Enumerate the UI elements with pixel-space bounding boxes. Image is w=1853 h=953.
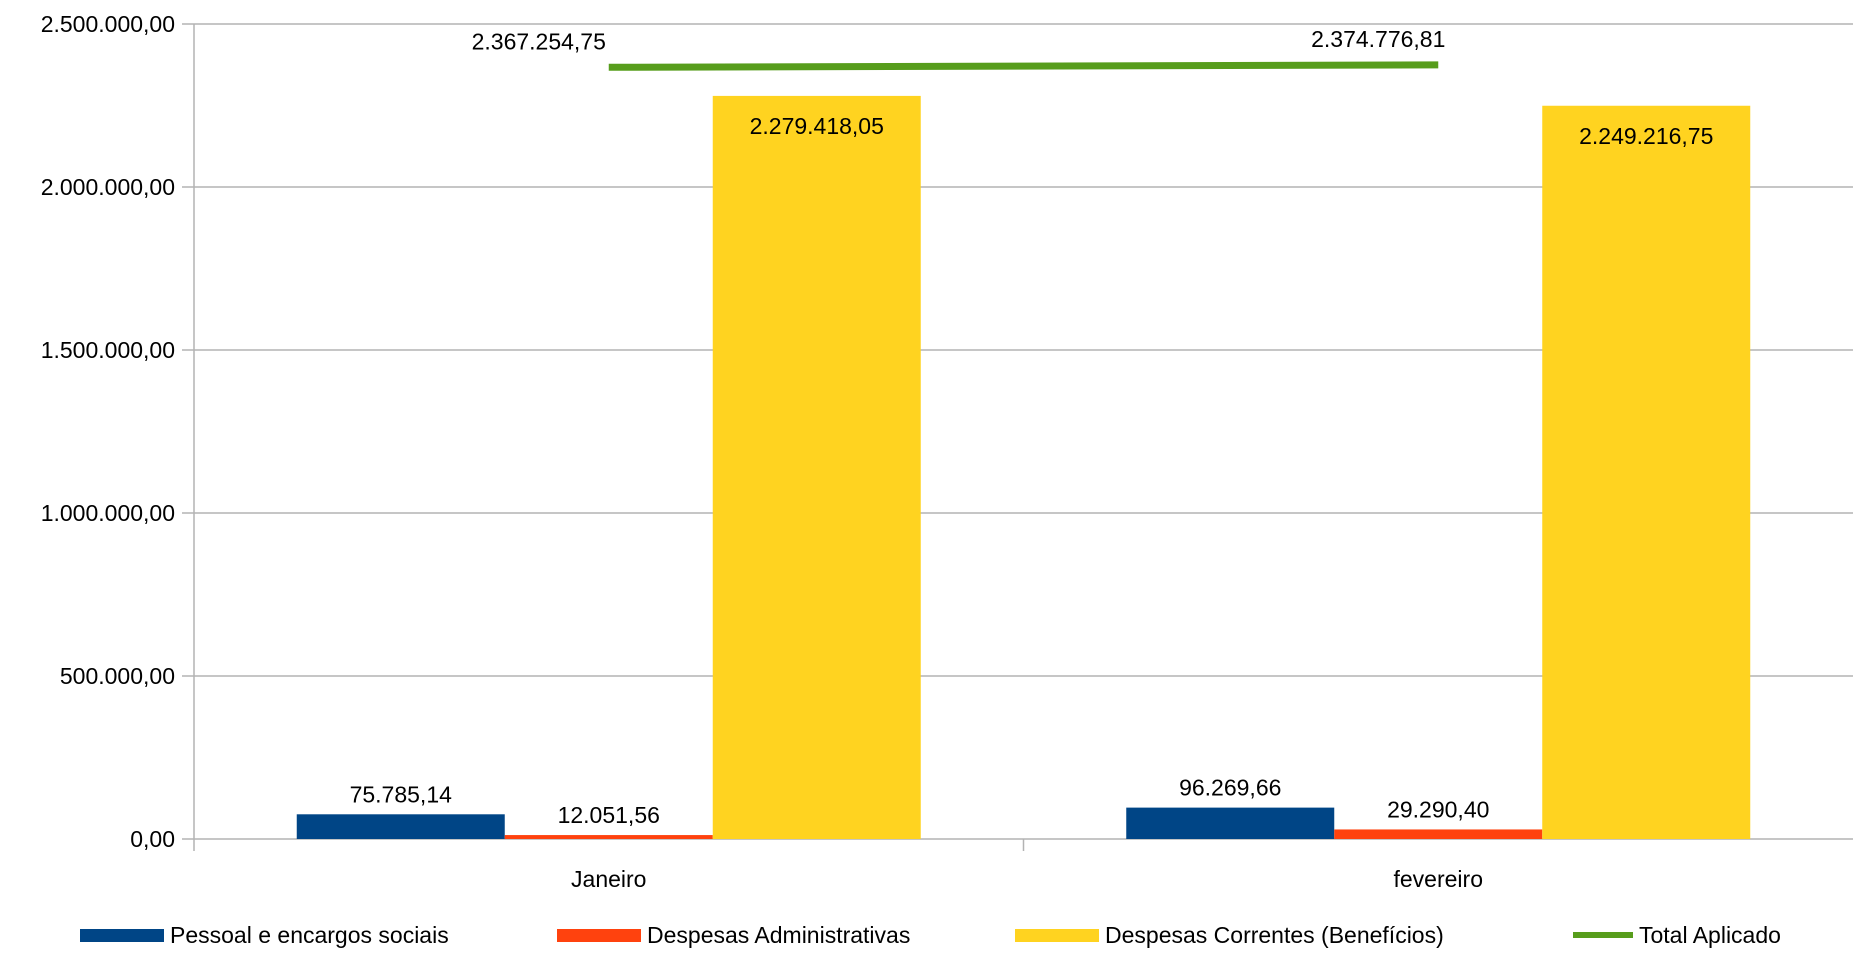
bar-data-label: 29.290,40 — [1387, 796, 1489, 822]
y-tick-label: 2.500.000,00 — [41, 11, 175, 37]
x-tick-label: Janeiro — [571, 866, 646, 892]
bar-data-label: 12.051,56 — [558, 802, 660, 828]
y-tick-label: 0,00 — [130, 826, 175, 852]
y-tick-label: 2.000.000,00 — [41, 174, 175, 200]
line-series — [608, 61, 1439, 71]
legend-swatch-total — [1573, 932, 1633, 938]
legend: Pessoal e encargos sociais Despesas Admi… — [0, 920, 1853, 950]
bars — [296, 95, 1751, 839]
bar — [1334, 829, 1543, 839]
bar — [1542, 105, 1751, 839]
bar — [712, 95, 921, 839]
x-tick-label: fevereiro — [1394, 866, 1483, 892]
legend-label-pessoal: Pessoal e encargos sociais — [170, 921, 449, 948]
bar-data-label: 96.269,66 — [1179, 775, 1281, 801]
y-axis: 0,00 500.000,00 1.000.000,00 1.500.000,00 2.… — [41, 11, 195, 852]
y-tick-label: 1.000.000,00 — [41, 500, 175, 526]
legend-swatch-pessoal — [80, 928, 164, 942]
legend-item-pessoal: Pessoal e encargos sociais — [80, 920, 449, 950]
x-axis: Janeiro fevereiro — [571, 839, 1483, 892]
bar-data-label: 2.279.418,05 — [750, 113, 884, 139]
y-tick-label: 500.000,00 — [60, 663, 175, 689]
legend-swatch-correntes — [1015, 928, 1099, 942]
y-tick-label: 1.500.000,00 — [41, 337, 175, 363]
legend-item-total: Total Aplicado — [1573, 920, 1781, 950]
line-data-label: 2.374.776,81 — [1311, 26, 1445, 52]
bar-data-label: 2.249.216,75 — [1579, 123, 1713, 149]
legend-item-administrativas: Despesas Administrativas — [557, 920, 910, 950]
line-data-label: 2.367.254,75 — [472, 28, 606, 54]
legend-swatch-administrativas — [557, 928, 641, 942]
legend-label-total: Total Aplicado — [1639, 921, 1781, 948]
legend-item-correntes: Despesas Correntes (Benefícios) — [1015, 920, 1444, 950]
data-labels: 75.785,14 96.269,66 12.051,56 29.290,40 2.27… — [350, 26, 1714, 828]
bar — [504, 835, 713, 839]
bar — [1126, 807, 1335, 839]
bar — [296, 814, 505, 839]
line-total-aplicado — [608, 61, 1439, 71]
legend-label-administrativas: Despesas Administrativas — [647, 921, 911, 948]
legend-label-correntes: Despesas Correntes (Benefícios) — [1105, 921, 1444, 948]
bar-data-label: 75.785,14 — [350, 781, 453, 807]
